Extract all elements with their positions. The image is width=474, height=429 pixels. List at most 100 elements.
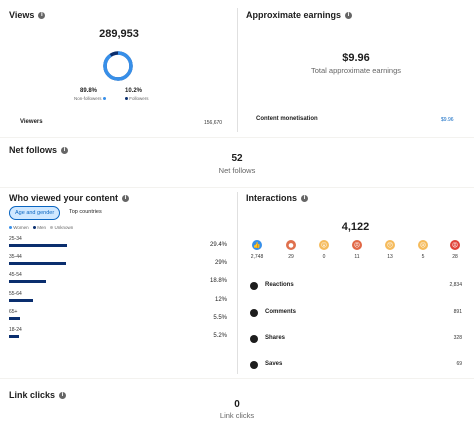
content-monetisation-value[interactable]: $9.96 — [441, 117, 454, 123]
heart-icon: ● — [286, 240, 296, 250]
age-bar — [9, 298, 33, 302]
earnings-title-text: Approximate earnings — [246, 10, 342, 20]
interaction-label: Shares — [265, 335, 286, 341]
interactions-title: Interactions i — [246, 193, 309, 203]
interactions-card — [237, 188, 474, 378]
interactions-total: 4,122 — [341, 221, 370, 233]
non-followers-label: Non-followers — [74, 96, 102, 101]
info-icon[interactable]: i — [301, 194, 309, 202]
age-bar — [9, 316, 20, 320]
reaction-count: 2,748 — [250, 254, 264, 260]
age-pct: 29% — [214, 260, 227, 267]
info-icon[interactable]: i — [345, 11, 353, 19]
wow-icon: 😯 — [385, 240, 395, 250]
content-monetisation-label[interactable]: Content monetisation — [256, 116, 318, 122]
reaction-count: 29 — [288, 254, 294, 260]
age-bar — [9, 244, 67, 247]
age-label: 45-54 — [9, 272, 22, 279]
shares-icon — [250, 335, 258, 343]
net-follows-title-text: Net follows — [9, 145, 58, 155]
legend-men: Men — [37, 225, 46, 230]
age-bar — [9, 280, 46, 284]
reaction-count: 11 — [354, 254, 360, 260]
link-clicks-card — [0, 379, 474, 429]
angry-icon: 😠 — [352, 240, 362, 250]
women-dot-icon — [9, 226, 12, 230]
viewers-value: 156,670 — [204, 120, 223, 126]
earnings-title: Approximate earnings i — [246, 10, 353, 20]
age-label: 55-64 — [9, 290, 22, 297]
tab-top-countries[interactable]: Top countries — [69, 209, 102, 215]
reactions-icon — [250, 282, 258, 290]
age-label: 18-24 — [9, 327, 22, 333]
interaction-label: Saves — [265, 361, 283, 367]
interaction-row-shares[interactable]: Shares 328 — [250, 334, 462, 346]
interaction-value: 2,834 — [449, 282, 462, 288]
link-clicks-title-text: Link clicks — [9, 390, 56, 400]
net-follows-title: Net follows i — [9, 145, 69, 155]
earnings-subtitle: Total approximate earnings — [310, 66, 402, 75]
followers-legend: Followers — [125, 96, 149, 101]
reaction-count: 28 — [452, 254, 458, 260]
rage-icon: 😡 — [450, 240, 460, 250]
net-follows-card — [0, 138, 474, 187]
donut-non-followers-arc — [103, 51, 133, 81]
viewers-label[interactable]: Viewers — [20, 119, 43, 125]
who-viewed-title: Who viewed your content i — [9, 193, 130, 203]
non-followers-pct: 89.8% — [80, 88, 98, 94]
views-card — [0, 0, 238, 137]
age-pct: 29.4% — [209, 242, 227, 248]
age-pct: 5.2% — [213, 333, 227, 339]
age-pct: 18.8% — [209, 278, 227, 285]
interaction-value: 69 — [456, 361, 462, 367]
interaction-row-reactions[interactable]: Reactions 2,834 — [250, 281, 462, 293]
followers-dot-icon — [125, 97, 128, 101]
views-total: 289,953 — [99, 28, 139, 40]
info-icon[interactable]: i — [38, 11, 46, 19]
non-followers-legend: Non-followers — [74, 96, 106, 101]
views-title: Views i — [9, 10, 46, 20]
like-icon: 👍 — [252, 240, 262, 250]
surprised-icon: 😮 — [319, 240, 329, 250]
age-label: 25-34 — [9, 236, 22, 242]
interaction-label: Comments — [265, 309, 297, 315]
reaction-count: 13 — [387, 254, 393, 260]
non-followers-dot-icon — [102, 97, 106, 101]
net-follows-value: 52 — [231, 153, 243, 164]
interaction-value: 328 — [453, 335, 462, 341]
earnings-card — [238, 0, 474, 137]
age-label: 35-44 — [9, 254, 22, 261]
link-clicks-value: 0 — [234, 399, 240, 410]
followers-pct: 10.2% — [125, 88, 143, 94]
age-pct: 5.5% — [213, 314, 227, 321]
tab-age-and-gender[interactable]: Age and gender — [9, 206, 61, 220]
followers-label: Followers — [129, 96, 149, 101]
mid-vertical-divider — [237, 192, 238, 374]
info-icon[interactable]: i — [59, 391, 67, 399]
info-icon[interactable]: i — [61, 146, 69, 154]
interaction-label: Reactions — [265, 282, 294, 288]
sad-icon: 😢 — [418, 240, 428, 250]
interaction-row-comments[interactable]: Comments 891 — [250, 308, 462, 320]
unknown-dot-icon — [50, 226, 54, 230]
comments-icon — [250, 309, 258, 317]
age-pct: 12% — [214, 296, 227, 303]
interactions-title-text: Interactions — [246, 193, 298, 203]
age-label: 65+ — [9, 308, 18, 315]
link-clicks-title: Link clicks i — [9, 390, 67, 400]
net-follows-subtitle: Net follows — [218, 166, 256, 175]
interaction-value: 891 — [453, 309, 462, 315]
reaction-count: 0 — [322, 254, 326, 260]
interaction-row-saves[interactable]: Saves 69 — [250, 360, 462, 372]
top-vertical-divider — [237, 8, 238, 132]
age-bar — [9, 335, 19, 338]
legend-unknown: Unknown — [54, 225, 74, 230]
info-icon[interactable]: i — [122, 194, 130, 202]
link-clicks-subtitle: Link clicks — [219, 411, 255, 420]
views-donut-chart — [103, 51, 133, 81]
men-dot-icon — [32, 226, 36, 230]
legend-women: Women — [13, 225, 29, 230]
views-title-text: Views — [9, 10, 35, 20]
reaction-count: 5 — [421, 254, 425, 260]
age-bar — [9, 262, 66, 266]
